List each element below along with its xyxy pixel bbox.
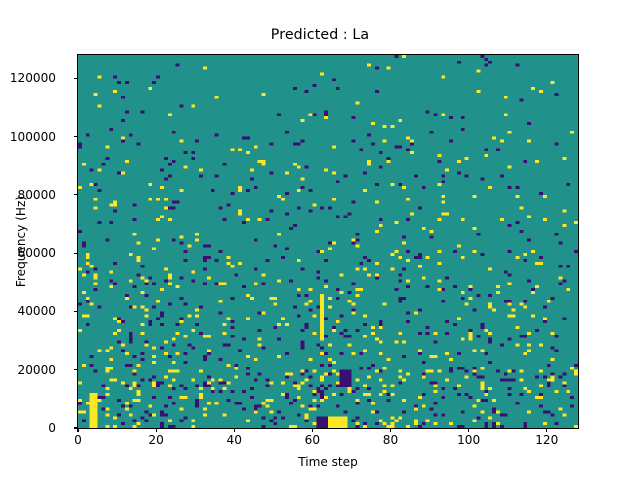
heatmap-plot-area bbox=[76, 53, 579, 429]
x-tick-mark bbox=[389, 428, 392, 432]
x-tick-mark bbox=[468, 428, 470, 432]
y-tick-mark bbox=[74, 136, 78, 138]
y-tick-label: 80000 bbox=[17, 187, 56, 202]
y-tick-mark bbox=[74, 369, 78, 371]
y-tick-mark bbox=[74, 310, 78, 312]
y-tick-mark bbox=[74, 252, 78, 254]
y-tick-label: 0 bbox=[48, 421, 56, 435]
x-axis-label: Time step bbox=[298, 455, 358, 469]
page-title: Predicted : La bbox=[270, 27, 370, 43]
x-tick-mark bbox=[233, 428, 235, 432]
x-tick-mark bbox=[311, 428, 313, 432]
y-tick-label: 100000 bbox=[9, 129, 56, 144]
y-tick-mark bbox=[74, 194, 78, 196]
x-tick-mark bbox=[155, 428, 157, 432]
x-tick-label: 80 bbox=[382, 433, 399, 447]
y-tick-label: 20000 bbox=[17, 362, 56, 377]
y-tick-label: 40000 bbox=[17, 304, 56, 319]
heatmap-image bbox=[77, 54, 578, 428]
x-tick-label: 40 bbox=[226, 433, 242, 447]
y-tick-mark bbox=[74, 427, 78, 429]
x-tick-label: 120 bbox=[535, 433, 559, 447]
x-tick-label: 0 bbox=[74, 433, 82, 447]
y-axis-label: Frequency (Hz) bbox=[14, 195, 28, 288]
x-tick-mark bbox=[546, 428, 548, 432]
x-tick-label: 60 bbox=[304, 433, 321, 447]
x-tick-label: 100 bbox=[457, 433, 481, 447]
x-tick-label: 20 bbox=[148, 433, 164, 447]
y-tick-label: 120000 bbox=[9, 71, 56, 86]
y-tick-label: 60000 bbox=[17, 246, 56, 261]
x-tick-mark bbox=[77, 428, 79, 432]
y-tick-mark bbox=[74, 77, 78, 79]
